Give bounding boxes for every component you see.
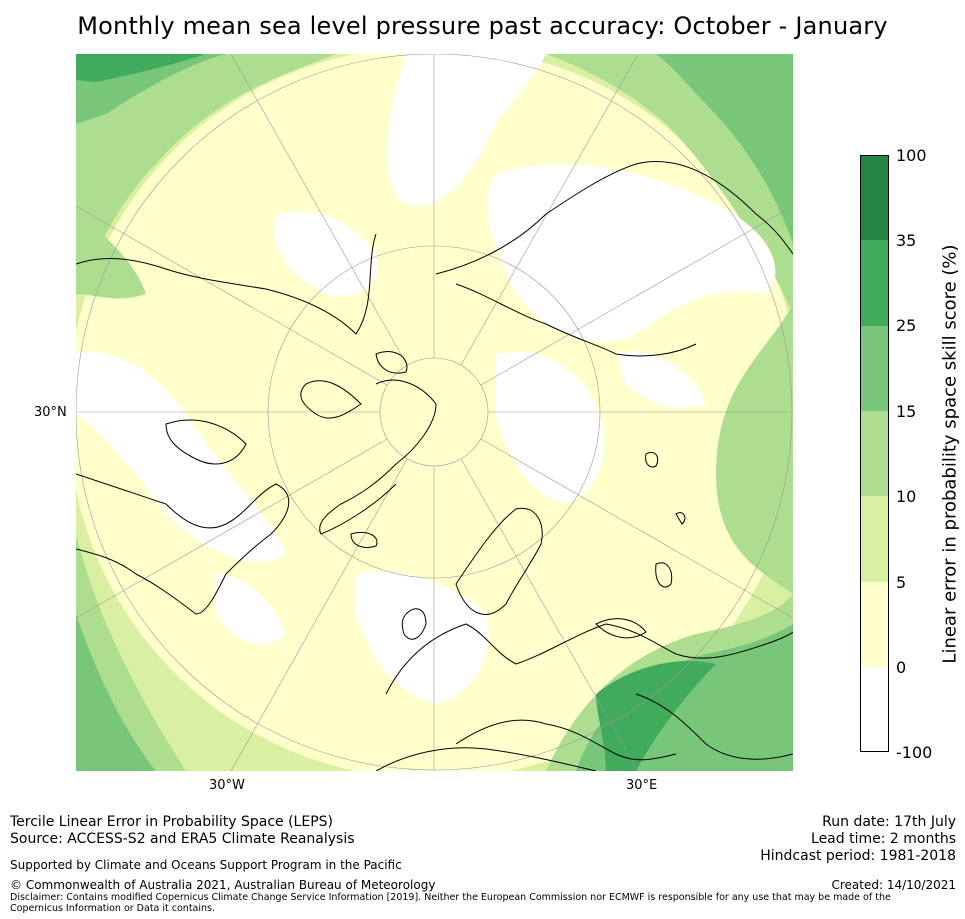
coastline-lakes [645, 451, 686, 525]
region-score-negative-4 [76, 352, 286, 562]
footer-hindcast: Hindcast period: 1981-2018 [760, 848, 956, 864]
region-score-negative-1 [387, 54, 546, 206]
colorbar-tick-neg100: -100 [896, 743, 933, 762]
footer-source: Source: ACCESS-S2 and ERA5 Climate Reana… [10, 831, 355, 847]
colorbar-tick-10: 10 [896, 487, 917, 506]
coastline-north-america [76, 473, 290, 615]
coastline-black-sea [595, 618, 647, 639]
footer-lead-time: Lead time: 2 months [811, 831, 956, 847]
colorbar-tick-100: 100 [896, 146, 927, 165]
coastline-greenland [319, 379, 437, 535]
colorbar-bin-10-15 [860, 411, 889, 496]
footer-disclaimer: Disclaimer: Contains modified Copernicus… [10, 892, 891, 914]
lat-label-30n: 30°N [34, 405, 67, 420]
colorbar-tick-5: 5 [896, 573, 907, 592]
coastline-uk [401, 608, 427, 640]
colorbar-bin-15-25 [860, 326, 889, 411]
colorbar-bin-25-35 [860, 240, 889, 326]
coastline-hudson [165, 419, 247, 465]
colorbar-tick-25: 25 [896, 316, 917, 335]
region-score-10-15-nw [76, 54, 336, 294]
region-score-negative-7 [356, 571, 489, 704]
coastline-mediterranean [455, 719, 677, 761]
colorbar [860, 155, 889, 752]
region-score-negative-2 [487, 164, 776, 342]
colorbar-bin-5-10 [860, 496, 889, 582]
footer-run-date: Run date: 17th July [822, 814, 956, 830]
coastline-alaska [76, 233, 377, 335]
colorbar-bin-35-100 [860, 155, 889, 240]
colorbar-bin-neg100-0 [860, 667, 889, 752]
region-score-15-25-ne [656, 54, 793, 244]
footer-method: Tercile Linear Error in Probability Spac… [10, 814, 333, 830]
coastline-siberia [435, 160, 793, 275]
coastline-arabia [635, 693, 793, 760]
coastline-arctic-islands [300, 351, 408, 419]
region-score-negative-6 [616, 352, 706, 408]
footer-support: Supported by Climate and Oceans Support … [10, 858, 402, 872]
chart-title: Monthly mean sea level pressure past acc… [77, 12, 888, 40]
footer-created: Created: 14/10/2021 [831, 878, 956, 892]
colorbar-bin-0-5 [860, 582, 889, 667]
graticule [76, 54, 793, 771]
colorbar-label: Linear error in probability space skill … [939, 244, 961, 664]
footer-copyright: © Commonwealth of Australia 2021, Austra… [10, 878, 436, 892]
region-score-10-15-w [76, 214, 146, 299]
colorbar-tick-15: 15 [896, 402, 917, 421]
region-score-25-35-nw [76, 54, 206, 82]
colorbar-tick-35: 35 [896, 231, 917, 250]
lon-label-30e: 30°E [626, 778, 658, 793]
region-score-negative-3 [274, 211, 378, 297]
region-score-negative-8 [216, 574, 286, 645]
coastlines [76, 160, 793, 771]
coastline-scandinavia [455, 507, 543, 615]
lon-label-30w: 30°W [209, 778, 245, 793]
region-score-negative-5 [496, 351, 605, 504]
region-score-15-25-sw [76, 614, 156, 771]
region-score-25-35-se [596, 660, 716, 771]
coastline-europe [385, 623, 793, 695]
region-score-10-15-e [716, 304, 793, 594]
coastline-africa [375, 747, 597, 771]
coastline-iceland [350, 531, 378, 548]
coastline-siberia-south [455, 283, 697, 357]
coastline-caspian [655, 562, 673, 588]
skill-map [76, 54, 793, 771]
colorbar-tick-0: 0 [896, 658, 907, 677]
